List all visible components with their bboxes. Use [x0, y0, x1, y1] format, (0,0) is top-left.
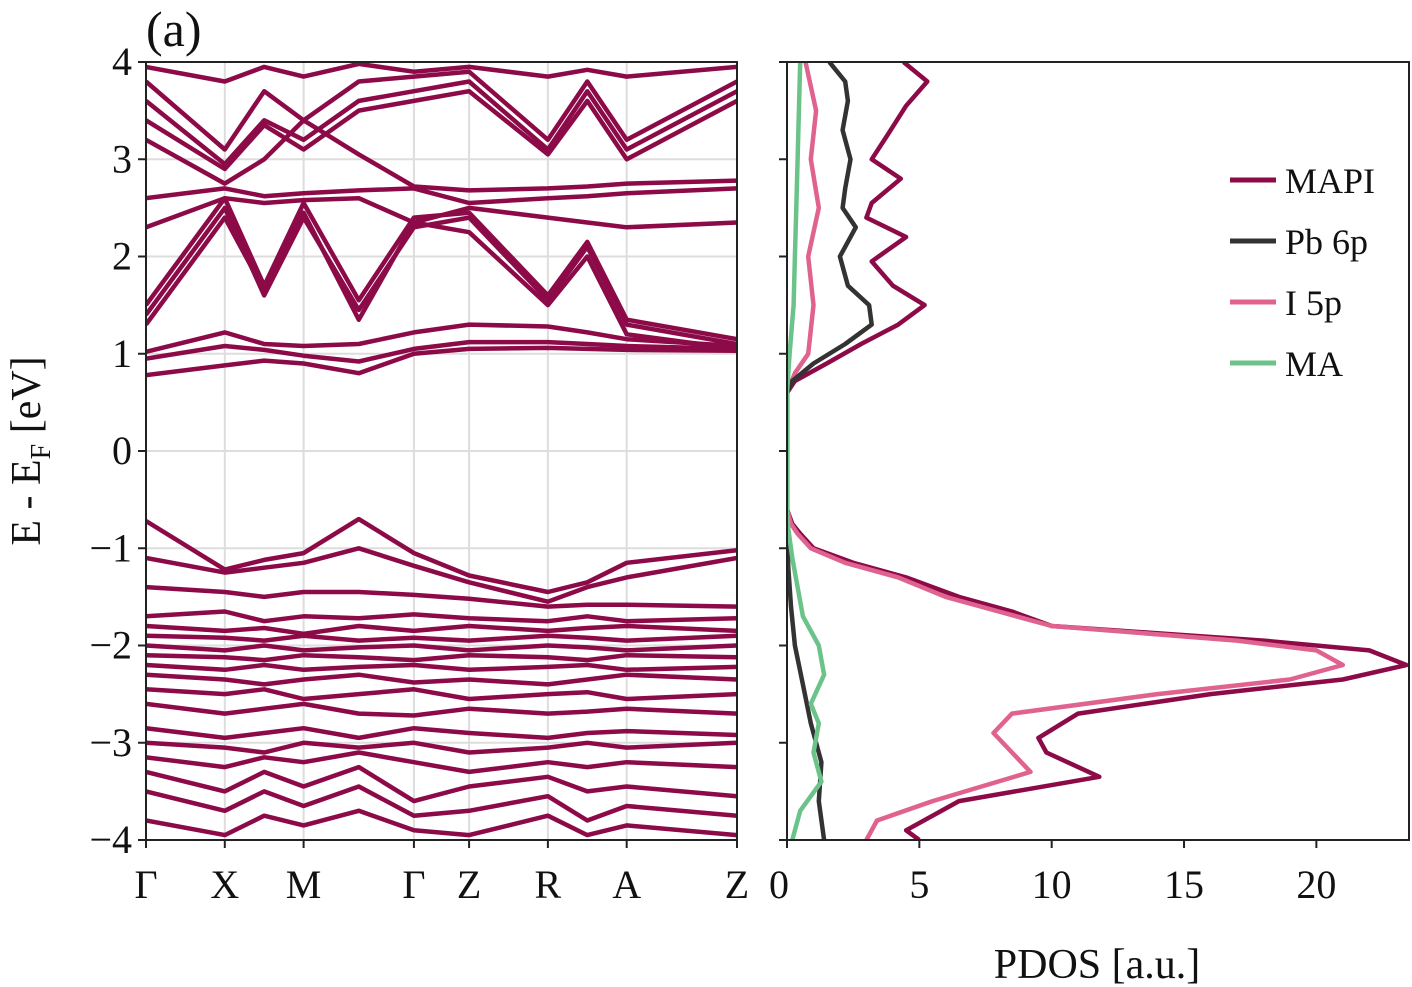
- kpoint-label: Γ: [402, 862, 425, 907]
- pdos-line-i-5p: [787, 62, 1346, 840]
- band-line: [146, 546, 737, 604]
- band-line: [146, 687, 737, 702]
- band-line: [146, 725, 737, 741]
- pdos-x-ticks: 0 5 10 15 20: [769, 840, 1336, 907]
- band-y-axis-label: E - EF [eV]: [4, 356, 57, 545]
- band-line: [146, 195, 737, 342]
- band-line: [146, 808, 737, 838]
- legend-label: Pb 6p: [1285, 222, 1368, 262]
- kpoint-label: Γ: [134, 862, 157, 907]
- band-line: [146, 784, 737, 823]
- pdos-y-ticks: [779, 61, 787, 841]
- band-y-tick-label: −1: [89, 525, 132, 570]
- band-y-tick-label: 3: [112, 136, 132, 181]
- kpoint-label: Z: [725, 862, 749, 907]
- pdos-line-pb-6p: [787, 62, 874, 840]
- band-y-ticks: 4 3 2 1 0 −1 −2 −3 −4: [89, 39, 146, 862]
- band-line: [146, 633, 737, 643]
- band-line: [146, 701, 737, 718]
- pdos-x-tick-label: 0: [769, 862, 789, 907]
- band-y-tick-label: −3: [89, 720, 132, 765]
- band-line: [146, 750, 737, 775]
- band-line: [146, 652, 737, 663]
- band-line: [146, 623, 737, 637]
- pdos-x-tick-label: 10: [1032, 862, 1072, 907]
- pdos-x-tick-label: 5: [909, 862, 929, 907]
- band-line: [146, 764, 737, 804]
- kpoint-label: R: [535, 862, 562, 907]
- band-y-tick-label: −4: [89, 817, 132, 862]
- pdos-panel: 0 5 10 15 20 PDOS [a.u.] MAPI Pb 6p I 5p MA: [769, 61, 1410, 987]
- kpoint-label: X: [210, 862, 239, 907]
- band-line: [146, 79, 737, 167]
- band-y-tick-label: 2: [112, 234, 132, 279]
- band-line: [146, 339, 737, 364]
- band-line: [146, 322, 737, 354]
- kpoint-label: A: [612, 862, 641, 907]
- band-y-tick-label: 1: [112, 331, 132, 376]
- band-line: [146, 195, 737, 230]
- panel-label: (a): [146, 1, 202, 57]
- band-y-tick-label: 4: [112, 39, 132, 84]
- band-line: [146, 88, 737, 172]
- pdos-line-ma: [787, 62, 827, 840]
- pdos-x-axis-label: PDOS [a.u.]: [994, 942, 1201, 987]
- band-line: [146, 584, 737, 609]
- legend: MAPI Pb 6p I 5p MA: [1230, 161, 1375, 384]
- legend-label: I 5p: [1285, 283, 1342, 323]
- kpoint-label: M: [286, 862, 322, 907]
- kpoint-label: Z: [457, 862, 481, 907]
- pdos-x-tick-label: 15: [1164, 862, 1204, 907]
- band-line: [146, 516, 737, 595]
- band-line: [146, 609, 737, 624]
- legend-label: MAPI: [1285, 161, 1375, 201]
- band-line: [146, 118, 737, 193]
- band-line: [146, 62, 737, 84]
- band-y-tick-label: 0: [112, 428, 132, 473]
- band-line: [146, 662, 737, 673]
- band-line: [146, 740, 737, 755]
- band-line: [146, 643, 737, 653]
- legend-label: MA: [1285, 344, 1343, 384]
- pdos-x-tick-label: 20: [1296, 862, 1336, 907]
- band-line: [146, 69, 737, 152]
- band-line: [146, 345, 737, 378]
- band-y-tick-label: −2: [89, 623, 132, 668]
- band-line: [146, 672, 737, 687]
- band-lines: [146, 62, 737, 838]
- pdos-lines: [787, 62, 1409, 840]
